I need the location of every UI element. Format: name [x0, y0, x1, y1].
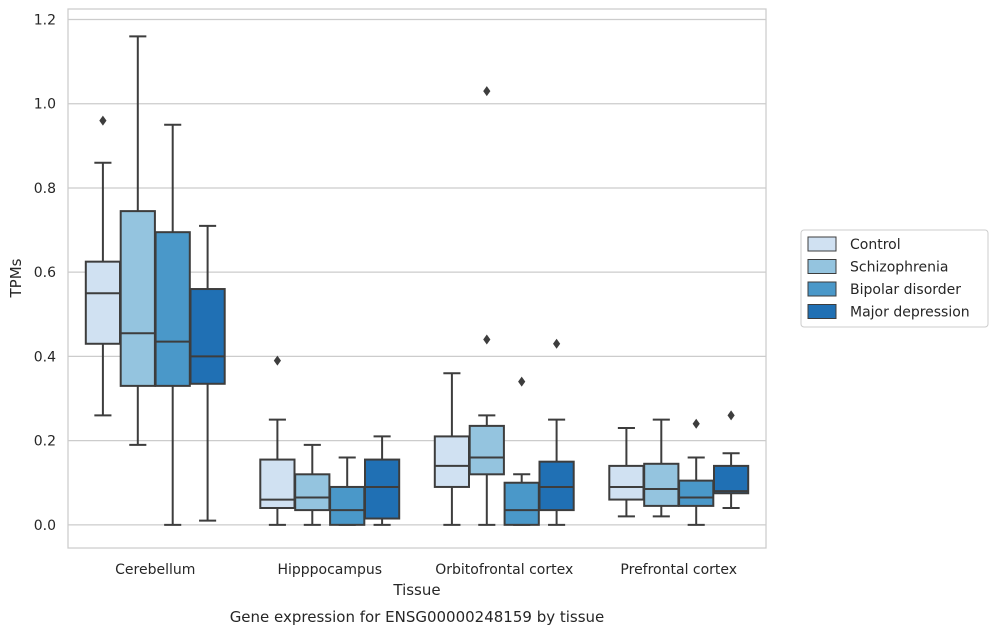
box-body: [468, 424, 505, 476]
box-body: [433, 435, 471, 488]
outlier-point: [727, 410, 735, 421]
box-body: [189, 288, 226, 385]
y-tick-label: 0.2: [34, 434, 56, 450]
box: [119, 35, 156, 446]
legend-label: Control: [850, 237, 901, 253]
outlier-point: [483, 334, 491, 345]
box: [468, 86, 505, 526]
y-tick-label: 0.8: [34, 181, 56, 197]
legend-swatch: [807, 304, 837, 319]
box: [608, 426, 645, 518]
outlier-point: [553, 338, 561, 349]
plot-frame: [67, 8, 767, 549]
box: [189, 224, 226, 522]
outlier-point: [692, 418, 700, 429]
x-tick-labels: Cerebellum Hipppocampus Orbitofrontal cort…: [115, 562, 737, 578]
box-body: [259, 458, 296, 509]
x-tick-label: Hipppocampus: [277, 562, 382, 578]
outlier-point: [483, 86, 491, 97]
box-body: [363, 458, 401, 520]
legend-swatch: [807, 236, 837, 252]
box-body: [84, 260, 122, 345]
box-groups: [84, 35, 750, 526]
legend-label: Major depression: [850, 305, 970, 321]
outlier-point: [99, 115, 107, 126]
box-body: [294, 473, 331, 512]
y-tick-label: 0.4: [34, 349, 56, 365]
y-tick-label: 1.0: [34, 97, 56, 113]
y-axis-label: TPMs: [7, 258, 25, 298]
box: [433, 372, 471, 526]
x-tick-label: Orbitofrontal cortex: [435, 562, 573, 578]
box-body: [154, 231, 191, 387]
box: [678, 418, 715, 526]
chart-caption: Gene expression for ENSG00000248159 by t…: [230, 608, 605, 626]
box-body: [119, 210, 156, 387]
box-body: [712, 464, 750, 495]
legend-label: Bipolar disorder: [850, 282, 961, 298]
box-body: [608, 464, 645, 501]
y-tick-label: 0.6: [34, 265, 56, 281]
legend-label: Schizophrenia: [850, 260, 948, 276]
y-tick-labels: 0.0 0.2 0.4 0.6 0.8 1.0 1.2: [34, 13, 56, 534]
legend: Control Schizophrenia Bipolar disorder Majo…: [800, 229, 989, 328]
y-tick-label: 1.2: [34, 13, 56, 29]
box-body: [643, 462, 680, 507]
box-body: [678, 479, 715, 507]
box: [363, 435, 401, 526]
x-axis-label: Tissue: [392, 581, 440, 599]
box-body: [503, 481, 540, 526]
box-body: [538, 460, 575, 512]
box: [538, 338, 575, 526]
legend-swatch: [807, 259, 837, 274]
y-tick-label: 0.0: [34, 518, 56, 534]
outlier-point: [518, 376, 526, 387]
legend-swatch: [807, 281, 837, 297]
box: [294, 443, 331, 526]
outlier-point: [273, 355, 281, 366]
box: [712, 410, 750, 509]
x-tick-label: Cerebellum: [115, 562, 195, 578]
box-body: [329, 485, 366, 526]
legend-frame: [800, 229, 989, 328]
box: [643, 418, 680, 518]
box: [503, 376, 540, 526]
x-tick-label: Prefrontal cortex: [620, 562, 737, 578]
